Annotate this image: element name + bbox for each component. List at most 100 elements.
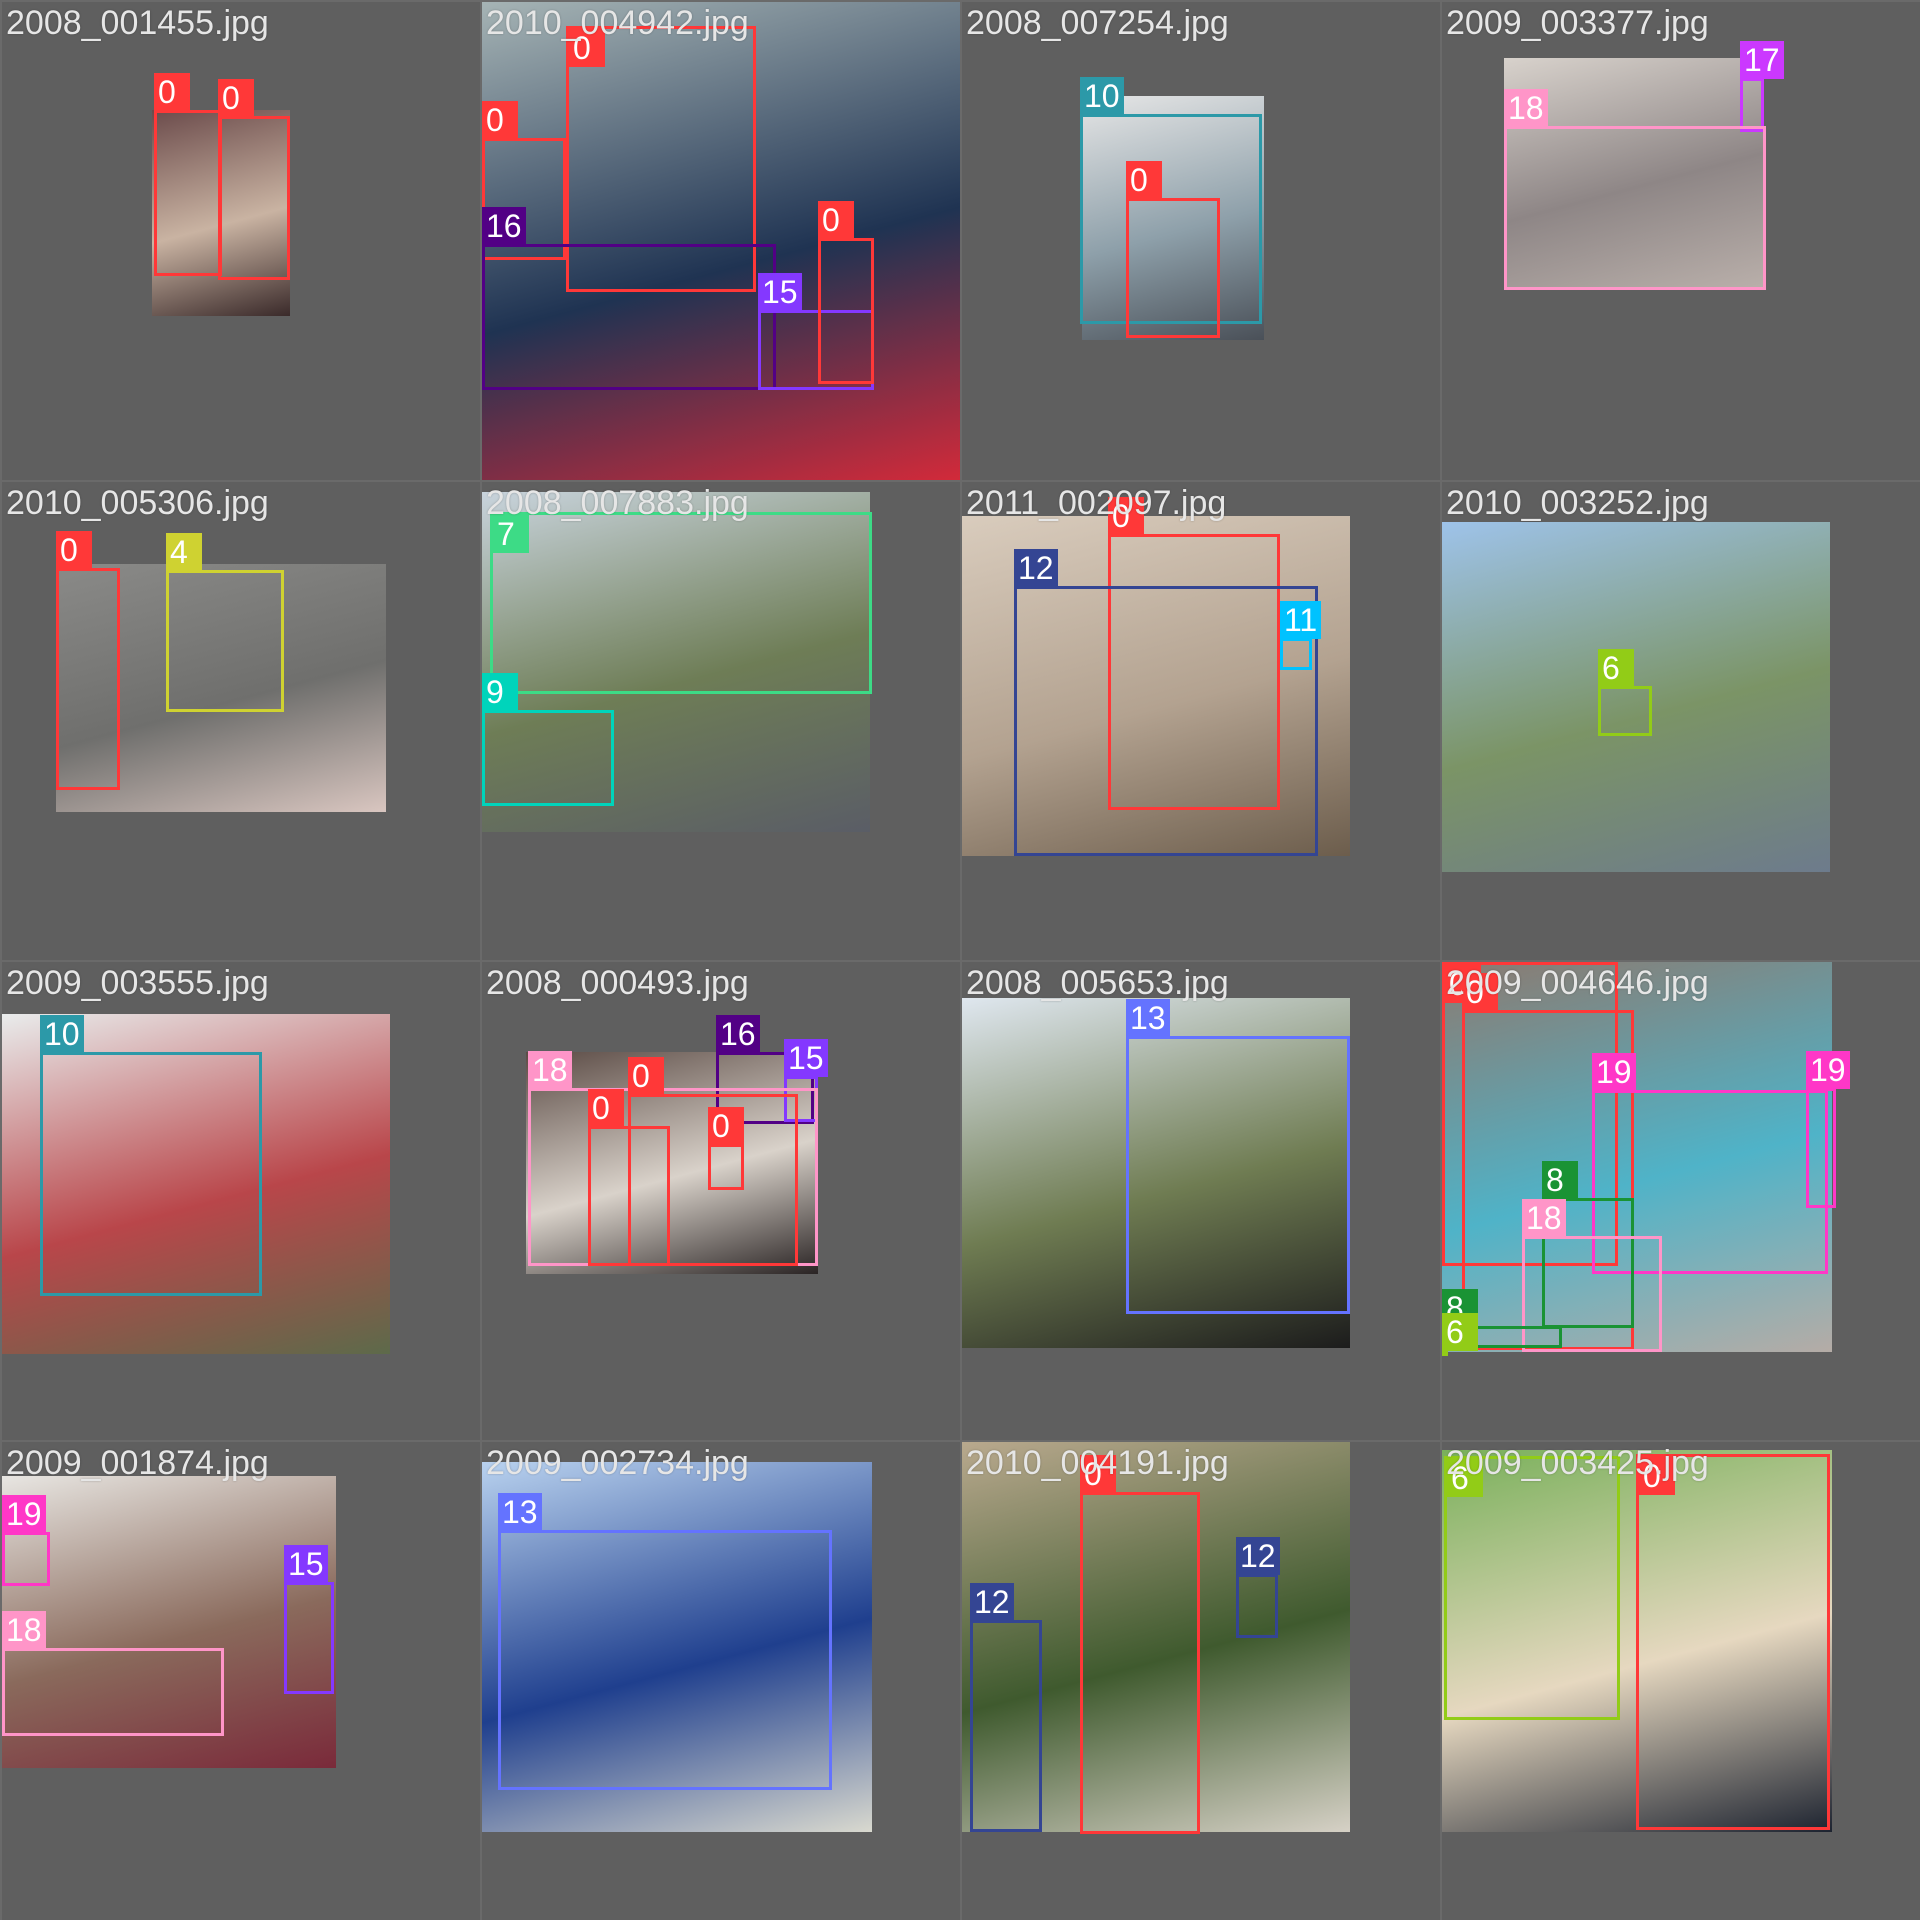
detection-box: 13 (1126, 999, 1350, 1314)
detection-box: 0 (154, 73, 222, 276)
detection-box: 0 (1636, 1454, 1830, 1830)
mosaic-tile: 0 0 16 15 0 2010_004942.jpg (482, 2, 960, 480)
mosaic-tile: 16 15 18 0 0 0 2008_000493.jpg (482, 962, 960, 1440)
class-id-label: 12 (1014, 549, 1058, 587)
detection-box: 13 (498, 1493, 832, 1790)
class-id-label: 12 (1236, 1537, 1280, 1575)
mosaic-tile: 17 18 2009_003377.jpg (1442, 2, 1920, 480)
class-id-label: 4 (166, 533, 202, 571)
class-id-label: 0 (56, 531, 92, 569)
detection-box: 15 (784, 1039, 828, 1122)
mosaic-tile: 10 0 2008_007254.jpg (962, 2, 1440, 480)
image-filename: 2008_007254.jpg (966, 4, 1229, 42)
class-id-label: 17 (1740, 41, 1784, 79)
detection-box: 0 (218, 79, 290, 280)
detection-box: 0 (588, 1089, 670, 1266)
detection-box: 18 (1522, 1199, 1662, 1352)
detection-box: 12 (970, 1583, 1042, 1832)
image-filename: 2010_005306.jpg (6, 484, 269, 522)
class-id-label: 0 (588, 1089, 624, 1127)
class-id-label: 16 (482, 207, 526, 245)
class-id-label: 0 (708, 1107, 744, 1145)
class-id-label: 6 (1598, 649, 1634, 687)
tile-photo (482, 1462, 872, 1832)
tile-photo (1082, 96, 1264, 340)
detection-box: 0 (1126, 161, 1220, 338)
detection-box: 15 (284, 1545, 334, 1694)
class-id-label: 19 (1806, 1051, 1850, 1089)
detection-box: 6 (1444, 1456, 1620, 1720)
tile-photo (482, 2, 960, 480)
class-id-label: 19 (1592, 1053, 1636, 1091)
class-id-label: 0 (218, 79, 254, 117)
detection-box: 19 (2, 1495, 50, 1586)
image-filename: 2009_003377.jpg (1446, 4, 1709, 42)
detection-box: 10 (40, 1015, 262, 1296)
detection-box: 0 (566, 26, 756, 292)
detection-box: 0 (628, 1057, 798, 1266)
class-id-label: 13 (498, 1493, 542, 1531)
mosaic-tile: 6 0 2009_003425.jpg (1442, 1442, 1920, 1920)
detection-box: 8 (1542, 1161, 1634, 1328)
detection-box: 19 (1806, 1051, 1850, 1208)
class-id-label: 0 (818, 201, 854, 239)
class-id-label: 7 (493, 515, 529, 553)
mosaic-tile: 10 2009_003555.jpg (2, 962, 480, 1440)
detection-box: 12 (1236, 1537, 1280, 1638)
image-filename: 2010_003252.jpg (1446, 484, 1709, 522)
class-id-label: 18 (2, 1611, 46, 1649)
detection-box: 0 (708, 1107, 744, 1190)
class-id-label: 8 (1542, 1161, 1578, 1199)
detection-box: 9 (482, 673, 614, 806)
class-id-label: 0 (1462, 973, 1498, 1011)
tile-photo (2, 1476, 336, 1768)
class-id-label: 9 (482, 673, 518, 711)
mosaic-tile: 0 4 2010_005306.jpg (2, 482, 480, 960)
mosaic-tile: 0 0 19 19 8 18 8 6 2009_004646.jpg (1442, 962, 1920, 1440)
class-id-label: 6 (1442, 1313, 1478, 1351)
tile-photo (56, 564, 386, 812)
detection-box: 0 (1462, 973, 1634, 1350)
detection-box: 16 (482, 207, 776, 390)
class-id-label: 6 (1447, 1459, 1483, 1497)
detection-box: 0 (818, 201, 874, 384)
class-id-label: 12 (970, 1583, 1014, 1621)
image-filename: 2008_001455.jpg (6, 4, 269, 42)
class-id-label: 18 (528, 1051, 572, 1089)
class-id-label: 0 (154, 73, 190, 111)
detection-box: 17 (1740, 41, 1784, 132)
mosaic-tile: 0 12 12 2010_004191.jpg (962, 1442, 1440, 1920)
image-filename: 2009_003555.jpg (6, 964, 269, 1002)
detection-box: 11 (1280, 601, 1322, 670)
class-id-label: 18 (1522, 1199, 1566, 1237)
mosaic-tile: 7 9 2008_007883.jpg (482, 482, 960, 960)
class-id-label: 15 (284, 1545, 328, 1583)
mosaic-tile: 13 2009_002734.jpg (482, 1442, 960, 1920)
tile-photo (482, 492, 870, 832)
detection-box: 0 (482, 101, 566, 260)
mosaic-tile: 0 0 2008_001455.jpg (2, 2, 480, 480)
class-id-label: 18 (1504, 89, 1548, 127)
detection-box: 4 (166, 533, 284, 712)
class-id-label: 10 (40, 1015, 84, 1053)
class-id-label: 0 (482, 101, 518, 139)
mosaic-tile: 19 15 18 2009_001874.jpg (2, 1442, 480, 1920)
detection-box: 0 (56, 531, 120, 790)
class-id-label: 10 (1080, 77, 1124, 115)
detection-box: 18 (1504, 89, 1766, 290)
detection-box: 12 (1014, 549, 1318, 856)
tile-photo (2, 1014, 390, 1354)
detection-box: 18 (528, 1051, 818, 1266)
detection-box: 15 (758, 273, 874, 390)
class-id-label: 0 (1108, 497, 1144, 535)
mosaic-tile: 6 2010_003252.jpg (1442, 482, 1920, 960)
class-id-label: 15 (784, 1039, 828, 1077)
class-id-label: 0 (628, 1057, 664, 1095)
detection-box: 10 (1080, 77, 1262, 324)
class-id-label: 0 (1080, 1455, 1116, 1493)
detection-box: 6 (1442, 1313, 1478, 1356)
detection-box: 0 (1080, 1455, 1200, 1834)
tile-photo (1442, 962, 1832, 1352)
detection-box: 6 (1598, 649, 1652, 736)
tile-photo (962, 998, 1350, 1348)
